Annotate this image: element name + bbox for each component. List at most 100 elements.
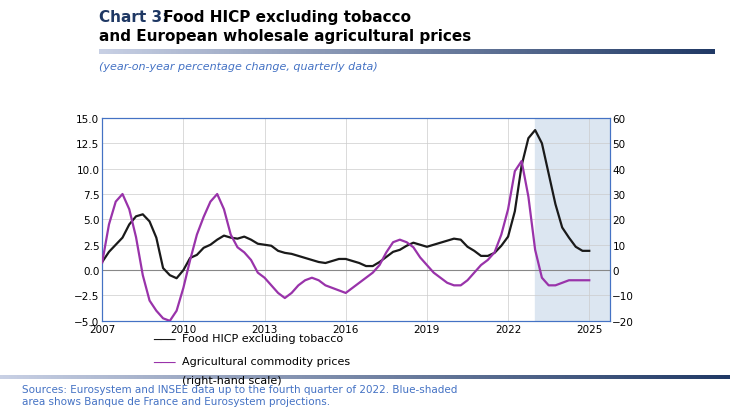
Bar: [115, 50, 118, 55]
Bar: [660, 50, 662, 55]
Bar: [304, 50, 306, 55]
Bar: [313, 50, 315, 55]
Bar: [130, 50, 132, 55]
Bar: [573, 375, 576, 380]
Bar: [410, 375, 413, 380]
Bar: [242, 375, 245, 380]
Bar: [296, 375, 299, 380]
Bar: [128, 375, 131, 380]
Bar: [385, 375, 388, 380]
Bar: [132, 50, 135, 55]
Bar: [163, 375, 166, 380]
Bar: [237, 375, 239, 380]
Bar: [48, 375, 51, 380]
Bar: [519, 375, 522, 380]
Bar: [408, 375, 410, 380]
Bar: [696, 375, 699, 380]
Bar: [120, 375, 123, 380]
Bar: [616, 375, 619, 380]
Bar: [299, 375, 302, 380]
Bar: [510, 50, 513, 55]
Bar: [702, 375, 704, 380]
Bar: [539, 50, 542, 55]
Bar: [148, 375, 151, 380]
Bar: [558, 50, 561, 55]
Bar: [282, 50, 284, 55]
Bar: [569, 50, 571, 55]
Bar: [585, 50, 588, 55]
Bar: [177, 375, 180, 380]
Bar: [111, 50, 113, 55]
Bar: [710, 50, 713, 55]
Bar: [559, 375, 562, 380]
Bar: [469, 50, 472, 55]
Bar: [139, 375, 142, 380]
Bar: [576, 375, 579, 380]
Bar: [160, 375, 163, 380]
Bar: [445, 50, 448, 55]
Bar: [570, 375, 573, 380]
Bar: [710, 375, 713, 380]
Text: ───: ───: [153, 356, 183, 369]
Bar: [639, 375, 642, 380]
Bar: [482, 50, 484, 55]
Bar: [600, 50, 602, 55]
Bar: [693, 375, 696, 380]
Bar: [328, 375, 331, 380]
Bar: [345, 375, 348, 380]
Bar: [380, 375, 382, 380]
Bar: [460, 50, 462, 55]
Bar: [699, 375, 702, 380]
Bar: [442, 375, 445, 380]
Bar: [591, 375, 593, 380]
Bar: [462, 50, 465, 55]
Bar: [161, 50, 164, 55]
Text: (right-hand scale): (right-hand scale): [182, 375, 282, 385]
Bar: [77, 375, 80, 380]
Bar: [504, 50, 506, 55]
Bar: [650, 375, 653, 380]
Bar: [271, 375, 274, 380]
Bar: [686, 50, 689, 55]
Bar: [679, 375, 682, 380]
Bar: [211, 375, 214, 380]
Bar: [619, 50, 621, 55]
Bar: [673, 375, 676, 380]
Bar: [337, 375, 339, 380]
Bar: [217, 375, 220, 380]
Bar: [489, 50, 491, 55]
Bar: [332, 50, 334, 55]
Bar: [347, 50, 349, 55]
Bar: [191, 375, 194, 380]
Bar: [88, 375, 91, 380]
Bar: [366, 50, 369, 55]
Bar: [593, 375, 596, 380]
Bar: [689, 50, 691, 55]
Bar: [534, 50, 537, 55]
Bar: [80, 375, 82, 380]
Bar: [390, 50, 393, 55]
Bar: [636, 375, 639, 380]
Bar: [414, 50, 417, 55]
Bar: [169, 50, 171, 55]
Bar: [66, 375, 69, 380]
Bar: [397, 50, 400, 55]
Bar: [339, 50, 342, 55]
Bar: [361, 50, 364, 55]
Bar: [311, 375, 314, 380]
Bar: [288, 375, 291, 380]
Bar: [476, 375, 479, 380]
Bar: [424, 50, 426, 55]
Bar: [456, 375, 459, 380]
Bar: [520, 50, 523, 55]
Bar: [585, 375, 588, 380]
Bar: [724, 375, 727, 380]
Bar: [339, 375, 342, 380]
Bar: [274, 50, 277, 55]
Bar: [166, 375, 168, 380]
Bar: [377, 375, 380, 380]
Bar: [154, 50, 156, 55]
Bar: [614, 50, 617, 55]
Bar: [513, 375, 516, 380]
Bar: [596, 375, 599, 380]
